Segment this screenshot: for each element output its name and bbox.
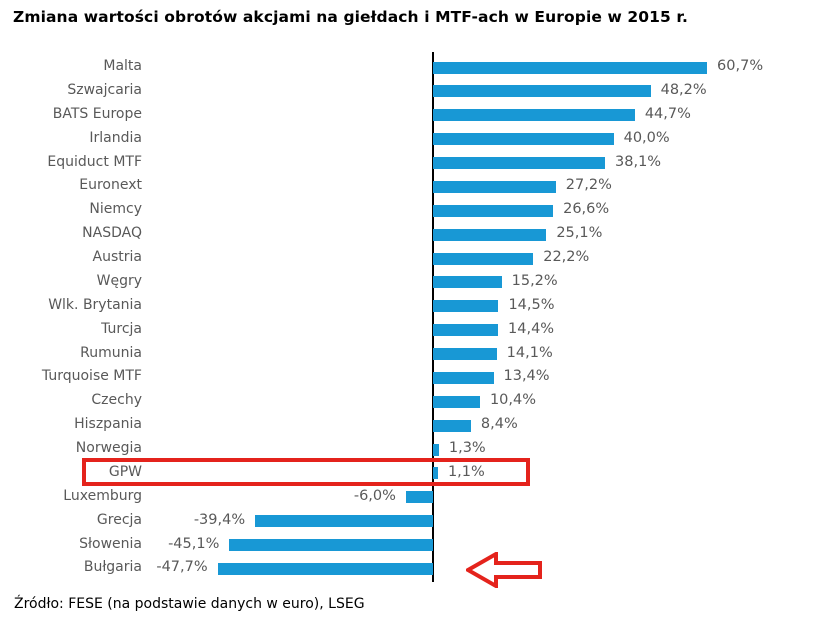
value-label: 44,7% bbox=[644, 105, 691, 122]
bar bbox=[433, 348, 497, 361]
category-label: Malta bbox=[103, 58, 142, 74]
value-label: 60,7% bbox=[717, 58, 764, 74]
category-label: Szwajcaria bbox=[67, 81, 142, 98]
category-label: Wlk. Brytania bbox=[48, 296, 142, 313]
bar bbox=[433, 85, 651, 98]
value-label: 26,6% bbox=[563, 201, 610, 218]
value-label: 40,0% bbox=[623, 129, 670, 146]
bar bbox=[433, 133, 614, 146]
bar bbox=[433, 61, 708, 74]
category-label: Euronext bbox=[79, 177, 142, 194]
category-label: Luxemburg bbox=[63, 487, 142, 504]
gpw-highlight-box bbox=[82, 458, 530, 487]
source-note: Źródło: FESE (na podstawie danych w euro… bbox=[14, 596, 365, 612]
red-arrow-icon bbox=[466, 551, 542, 588]
value-label: 14,5% bbox=[508, 296, 555, 313]
category-label: Słowenia bbox=[79, 535, 142, 552]
bar bbox=[433, 395, 480, 408]
category-label: BATS Europe bbox=[52, 105, 142, 122]
value-label: 13,4% bbox=[503, 368, 550, 385]
value-label: 48,2% bbox=[660, 81, 707, 98]
value-label: 10,4% bbox=[489, 392, 537, 409]
category-label: Turquoise MTF bbox=[41, 368, 142, 385]
bar bbox=[433, 204, 554, 217]
category-label: GPW bbox=[108, 463, 142, 480]
bar bbox=[433, 276, 502, 289]
category-label: Hiszpania bbox=[74, 416, 142, 433]
bar bbox=[433, 419, 471, 432]
bar bbox=[433, 467, 438, 480]
value-label: 15,2% bbox=[511, 272, 558, 289]
category-label: Bułgaria bbox=[83, 559, 142, 576]
category-label: Rumunia bbox=[80, 344, 142, 361]
bar bbox=[433, 180, 556, 193]
category-label: Niemcy bbox=[89, 201, 142, 218]
category-label: Austria bbox=[92, 249, 142, 266]
y-axis-line bbox=[432, 52, 434, 582]
value-label: -39,4% bbox=[193, 511, 246, 528]
value-label: 27,2% bbox=[565, 177, 612, 194]
value-label: 14,1% bbox=[506, 344, 553, 361]
value-label: -6,0% bbox=[353, 487, 396, 504]
value-label: -45,1% bbox=[168, 535, 220, 552]
bar bbox=[229, 539, 433, 552]
category-label: Norwegia bbox=[75, 440, 142, 457]
category-label: Grecja bbox=[96, 511, 142, 528]
value-label: 8,4% bbox=[480, 416, 518, 433]
value-label: 1,1% bbox=[447, 463, 485, 480]
bar bbox=[405, 491, 433, 504]
chart-title: Zmiana wartości obrotów akcjami na giełd… bbox=[13, 8, 688, 26]
bar bbox=[255, 515, 433, 528]
bar bbox=[433, 109, 635, 122]
value-label: 25,1% bbox=[556, 225, 603, 242]
category-label: Equiduct MTF bbox=[47, 153, 142, 170]
bar bbox=[433, 443, 439, 456]
bar bbox=[433, 252, 534, 265]
category-label: Irlandia bbox=[89, 129, 142, 146]
bar bbox=[433, 371, 494, 384]
category-label: NASDAQ bbox=[82, 225, 142, 242]
bar bbox=[433, 228, 547, 241]
value-label: 38,1% bbox=[615, 153, 662, 170]
value-label: -47,7% bbox=[156, 559, 208, 576]
bar bbox=[433, 300, 499, 313]
category-label: Czechy bbox=[91, 392, 142, 409]
bar bbox=[433, 324, 499, 337]
bar bbox=[433, 157, 606, 170]
category-label: Węgry bbox=[96, 272, 142, 289]
bar bbox=[217, 562, 433, 575]
value-label: 14,4% bbox=[508, 320, 555, 337]
value-label: 22,2% bbox=[543, 249, 590, 266]
value-label: 1,3% bbox=[448, 440, 486, 457]
category-label: Turcja bbox=[101, 320, 142, 337]
